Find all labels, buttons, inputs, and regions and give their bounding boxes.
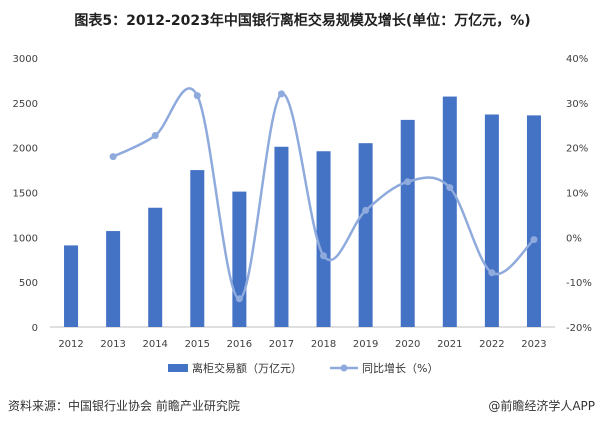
y-right-tick-label: 40% — [566, 54, 588, 65]
bar — [106, 231, 121, 327]
chart-title: 图表5：2012-2023年中国银行离柜交易规模及增长(单位：万亿元，%) — [74, 13, 531, 29]
y-left-tick-label: 1000 — [13, 233, 38, 244]
growth-point — [151, 132, 159, 140]
source-note: 资料来源：中国银行业协会 前瞻产业研究院 — [8, 399, 240, 413]
bar-series — [64, 96, 541, 328]
x-tick-label: 2015 — [185, 339, 210, 350]
growth-point — [446, 184, 454, 192]
y-left-tick-label: 1500 — [13, 189, 38, 200]
y-left-tick-label: 3000 — [13, 54, 38, 65]
x-tick-label: 2017 — [269, 339, 294, 350]
legend-bar-swatch — [168, 364, 188, 372]
x-tick-label: 2016 — [227, 339, 252, 350]
y-left-tick-label: 0 — [32, 323, 38, 334]
legend: 离柜交易额（万亿元） 同比增长（%） — [168, 361, 438, 375]
growth-point — [362, 206, 370, 214]
bar — [400, 119, 415, 328]
y-right-tick-label: -10% — [566, 278, 592, 289]
x-tick-label: 2013 — [100, 339, 125, 350]
bar — [274, 146, 289, 327]
bar — [232, 191, 247, 327]
axes: 0 500 1000 1500 2000 2500 3000 -20% -10% 0% 10% 20%… — [13, 54, 592, 350]
y-right-tick-label: 0% — [566, 233, 582, 244]
brand-watermark: @前瞻经济学人APP — [488, 399, 595, 413]
x-tick-label: 2021 — [437, 339, 462, 350]
bar — [526, 115, 541, 328]
growth-line-series — [109, 87, 538, 303]
growth-point — [530, 236, 538, 244]
y-right-tick-label: 20% — [566, 144, 588, 155]
bar — [190, 170, 205, 327]
x-tick-label: 2022 — [479, 339, 504, 350]
growth-point — [109, 153, 117, 161]
growth-point — [193, 92, 201, 100]
bar — [484, 114, 499, 328]
bar — [64, 245, 79, 327]
y-right-tick-label: 30% — [566, 99, 588, 110]
growth-point — [235, 295, 243, 303]
x-tick-label: 2014 — [142, 339, 167, 350]
bar — [442, 96, 457, 327]
legend-bar-label: 离柜交易额（万亿元） — [192, 361, 302, 375]
growth-point — [488, 269, 496, 277]
y-left-tick-label: 2500 — [13, 99, 38, 110]
bar — [148, 207, 163, 327]
legend-line-label: 同比增长（%） — [362, 361, 438, 375]
x-tick-label: 2018 — [311, 339, 336, 350]
y-left-tick-label: 2000 — [13, 144, 38, 155]
x-tick-label: 2012 — [58, 339, 83, 350]
y-right-tick-label: -20% — [566, 323, 592, 334]
x-tick-label: 2023 — [521, 339, 546, 350]
legend-line-marker — [340, 364, 348, 372]
x-tick-label: 2019 — [353, 339, 378, 350]
y-right-tick-label: 10% — [566, 189, 588, 200]
y-left-tick-label: 500 — [19, 278, 38, 289]
x-tick-label: 2020 — [395, 339, 420, 350]
growth-point — [277, 90, 285, 98]
growth-point — [320, 252, 328, 260]
bar — [316, 151, 331, 327]
growth-point — [404, 178, 412, 186]
bar — [358, 143, 373, 327]
